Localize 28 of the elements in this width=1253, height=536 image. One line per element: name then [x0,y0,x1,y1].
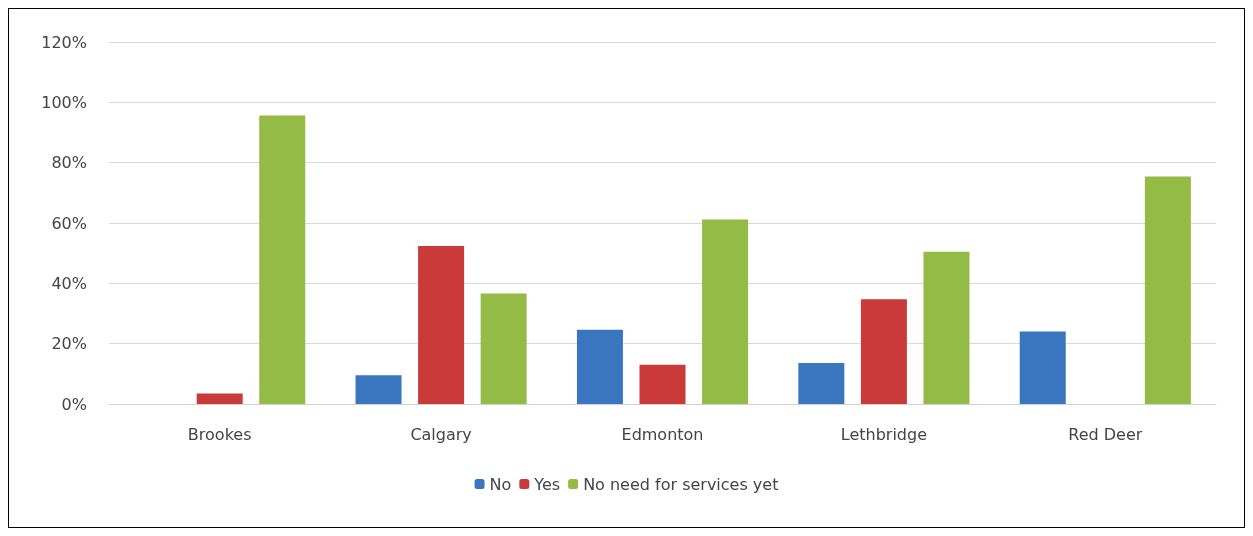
y-tick-label: 0% [61,394,87,414]
bar [798,362,845,404]
bar [702,219,749,404]
y-tick-label: 40% [51,273,87,293]
bar [923,251,970,404]
y-tick-label: 60% [51,213,87,233]
bar [355,375,402,404]
legend-label: No need for services yet [583,474,779,494]
bar [860,299,907,404]
y-tick-label: 80% [51,153,87,173]
legend-label: Yes [533,474,561,494]
y-tick-label: 100% [41,92,87,112]
bar [576,329,623,404]
x-tick-label: Red Deer [1068,424,1143,444]
x-tick-label: Calgary [410,424,472,444]
bar [196,393,243,404]
y-tick-label: 120% [41,32,87,52]
bar [480,293,527,404]
x-tick-label: Edmonton [621,424,704,444]
legend-label: No [489,474,512,494]
bar [1144,176,1191,404]
bar [418,245,465,404]
bar [259,115,306,404]
x-tick-label: Lethbridge [840,424,928,444]
bar [1019,331,1066,404]
bar [639,364,686,404]
x-tick-label: Brookes [187,424,252,444]
y-tick-label: 20% [51,334,87,354]
